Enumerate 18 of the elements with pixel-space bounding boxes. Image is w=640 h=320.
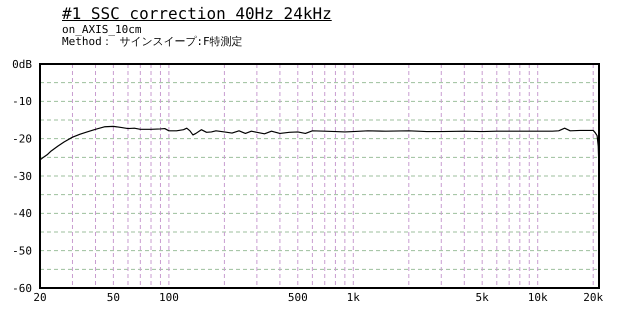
y-tick-label: -10 — [12, 95, 32, 108]
x-tick-label: 100 — [158, 290, 179, 304]
y-tick-label: 0dB — [12, 58, 32, 71]
y-tick-label: -30 — [12, 170, 32, 183]
x-tick-label: 500 — [288, 290, 308, 304]
x-tick-label: 20 — [33, 290, 47, 304]
x-tick-label: 5k — [476, 290, 490, 304]
y-tick-label: -60 — [12, 282, 32, 295]
x-tick-label: 20k — [583, 290, 604, 304]
x-tick-label: 1k — [346, 290, 360, 304]
y-tick-label: -50 — [12, 244, 32, 258]
chart-subtitle: on_AXIS_10cm — [62, 23, 142, 36]
x-tick-label: 50 — [106, 290, 120, 304]
text: Method： サインスイープ:F特測定 — [62, 35, 243, 48]
y-tick-label: -20 — [12, 132, 32, 146]
y-tick-label: -40 — [12, 207, 32, 220]
x-tick-label: 10k — [528, 290, 548, 304]
chart-title: #1 SSC correction 40Hz 24kHz — [62, 4, 332, 23]
